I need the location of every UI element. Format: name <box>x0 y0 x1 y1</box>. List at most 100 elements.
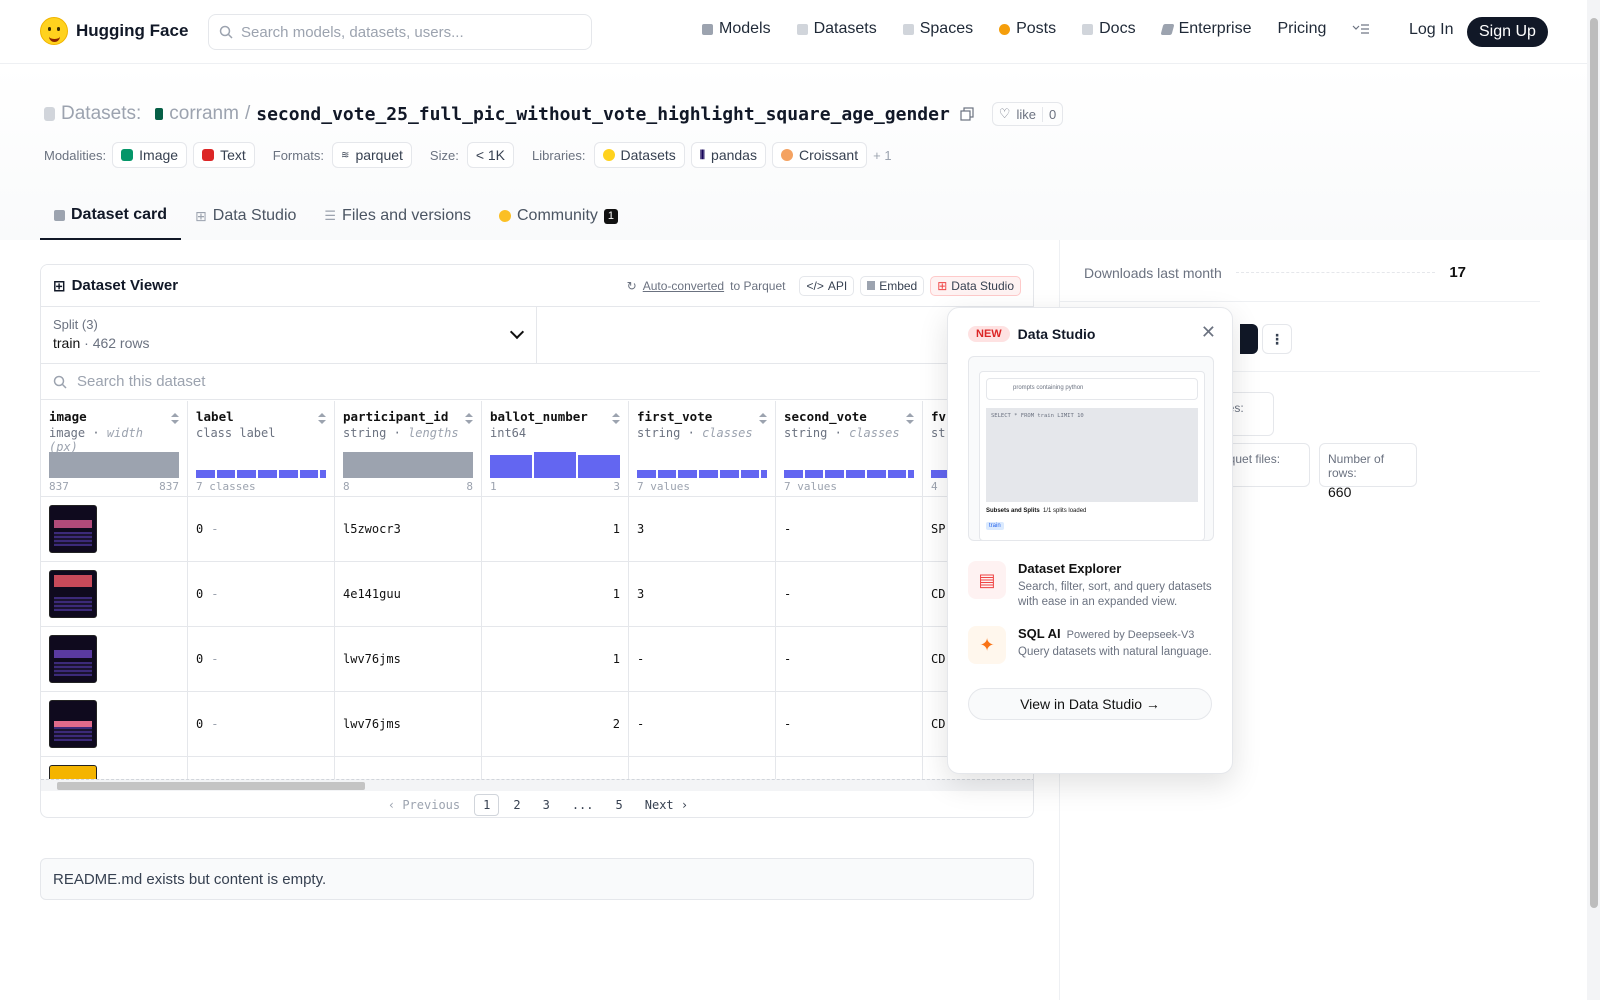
login-link[interactable]: Log In <box>1409 21 1454 38</box>
table-cell[interactable]: 1 <box>482 627 628 692</box>
table-cell[interactable] <box>188 757 334 779</box>
tag-datasets-lib[interactable]: Datasets <box>593 142 685 168</box>
scrollbar-thumb[interactable] <box>57 782 365 790</box>
tab-community[interactable]: Community 1 <box>485 192 632 240</box>
table-cell[interactable]: 0- <box>188 692 334 757</box>
next-page-button[interactable]: Next › <box>644 798 689 812</box>
tab-dataset-card[interactable]: Dataset card <box>40 192 182 240</box>
use-dataset-button[interactable] <box>1240 324 1258 354</box>
data-studio-button[interactable]: ⊞ Data Studio <box>930 275 1021 296</box>
page-scrollbar[interactable] <box>1587 0 1600 1000</box>
global-search-input[interactable] <box>241 23 571 41</box>
sort-icon[interactable] <box>612 413 620 425</box>
table-cell[interactable]: 0- <box>188 497 334 562</box>
cell-value: 0 <box>196 717 204 731</box>
table-cell[interactable] <box>335 757 481 779</box>
nav-pricing[interactable]: Pricing <box>1277 20 1326 38</box>
sort-icon[interactable] <box>465 413 473 425</box>
dataset-search[interactable]: Search this dataset <box>41 364 1033 400</box>
table-cell[interactable]: - <box>776 497 922 562</box>
embed-button[interactable]: Embed <box>860 275 925 296</box>
table-cell[interactable] <box>629 757 775 779</box>
nav-enterprise[interactable]: Enterprise <box>1160 20 1251 38</box>
table-cell[interactable] <box>482 757 628 779</box>
tag-parquet[interactable]: ≋ parquet <box>332 142 412 168</box>
tag-size[interactable]: < 1K <box>466 142 515 168</box>
column-header[interactable]: second_vote string · classes 7 values <box>776 401 922 497</box>
image-thumbnail[interactable] <box>49 570 97 618</box>
tag-croissant[interactable]: Croissant <box>771 142 868 168</box>
split-selector[interactable]: Split (3) train · 462 rows <box>41 307 537 363</box>
tab-data-studio[interactable]: ⊞ Data Studio <box>181 192 310 240</box>
nav-spaces[interactable]: Spaces <box>902 20 973 38</box>
preview-search-bar: prompts containing python <box>986 378 1198 400</box>
sort-icon[interactable] <box>171 413 179 425</box>
column-header[interactable]: first_vote string · classes 7 values <box>629 401 775 497</box>
brand-logo[interactable]: Hugging Face <box>40 17 188 45</box>
data-studio-button-label: Data Studio <box>951 278 1014 293</box>
nav-models[interactable]: Models <box>702 20 771 38</box>
signup-button[interactable]: Sign Up <box>1467 17 1548 47</box>
table-cell[interactable]: 2 <box>482 692 628 757</box>
table-cell-image[interactable] <box>41 497 187 562</box>
sort-icon[interactable] <box>906 413 914 425</box>
more-libraries[interactable]: + 1 <box>873 147 892 163</box>
table-cell[interactable]: 3 <box>629 562 775 627</box>
sort-icon[interactable] <box>318 413 326 425</box>
nav-more-menu[interactable] <box>1352 23 1370 35</box>
image-thumbnail[interactable] <box>49 635 97 683</box>
dataset-name[interactable]: second_vote_25_full_pic_without_vote_hig… <box>256 103 950 125</box>
like-button[interactable]: ♡ like 0 <box>991 102 1064 126</box>
table-cell-image[interactable] <box>41 692 187 757</box>
table-cell[interactable]: - <box>776 692 922 757</box>
table-cell[interactable]: l5zwocr3 <box>335 497 481 562</box>
table-cell[interactable]: - <box>776 562 922 627</box>
tag-pandas[interactable]: ⦀ pandas <box>690 142 766 168</box>
table-cell[interactable]: - <box>629 692 775 757</box>
page-button[interactable]: 3 <box>542 798 550 812</box>
table-cell[interactable]: lwv76jms <box>335 627 481 692</box>
table-cell[interactable]: - <box>776 627 922 692</box>
section-label[interactable]: Datasets: <box>61 103 142 124</box>
table-cell[interactable]: 3 <box>629 497 775 562</box>
view-in-data-studio-button[interactable]: View in Data Studio → <box>968 688 1212 720</box>
page-button[interactable]: 5 <box>615 798 623 812</box>
table-cell[interactable] <box>776 757 922 779</box>
table-cell[interactable]: 0- <box>188 562 334 627</box>
nav-posts[interactable]: Posts <box>999 20 1056 38</box>
tag-image[interactable]: Image <box>112 142 188 168</box>
nav-docs[interactable]: Docs <box>1082 20 1136 38</box>
table-cell[interactable]: 0- <box>188 627 334 692</box>
table-cell-image[interactable] <box>41 562 187 627</box>
page-scrollbar-thumb[interactable] <box>1590 18 1598 908</box>
horizontal-scrollbar[interactable] <box>41 779 1033 791</box>
sort-icon[interactable] <box>759 413 767 425</box>
table-cell[interactable]: 1 <box>482 497 628 562</box>
table-cell-image[interactable] <box>41 627 187 692</box>
nav-datasets[interactable]: Datasets <box>796 20 877 38</box>
image-thumbnail[interactable] <box>49 505 97 553</box>
owner-link[interactable]: corranm <box>169 103 239 124</box>
auto-converted-link[interactable]: Auto-converted <box>642 278 725 293</box>
more-options-button[interactable]: ⋮ <box>1262 324 1292 354</box>
close-icon[interactable]: ✕ <box>1200 322 1216 342</box>
table-cell[interactable]: 4e141guu <box>335 562 481 627</box>
tab-files[interactable]: ☰ Files and versions <box>310 192 485 240</box>
table-cell-image[interactable] <box>41 757 187 779</box>
column-header[interactable]: label class label 7 classes <box>188 401 334 497</box>
histogram-bar <box>343 452 473 478</box>
column-header[interactable]: image image · width (px) 837 837 <box>41 401 187 497</box>
api-button[interactable]: </> API <box>799 275 855 296</box>
page-button[interactable]: 1 <box>474 794 500 816</box>
image-thumbnail[interactable] <box>49 700 97 748</box>
table-cell[interactable]: 1 <box>482 562 628 627</box>
table-cell[interactable]: - <box>629 627 775 692</box>
previous-page-button[interactable]: ‹ Previous <box>387 798 461 812</box>
image-thumbnail[interactable] <box>49 765 97 779</box>
copy-icon[interactable] <box>960 107 974 121</box>
tag-text[interactable]: Text <box>193 142 255 168</box>
page-button[interactable]: 2 <box>513 798 521 812</box>
table-cell[interactable]: lwv76jms <box>335 692 481 757</box>
